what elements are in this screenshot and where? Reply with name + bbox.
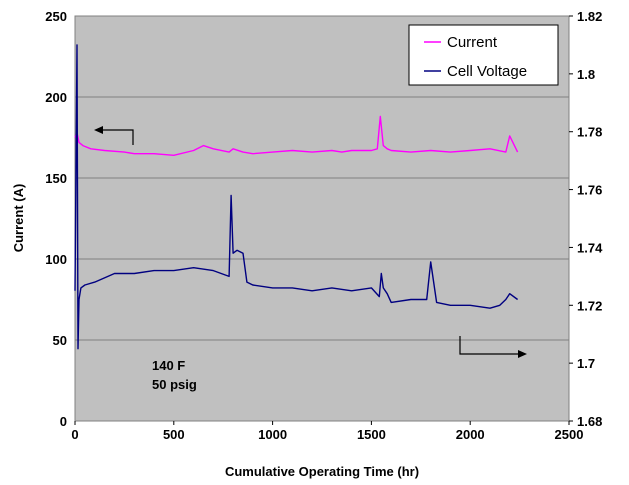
y2-tick-label: 1.82 bbox=[577, 9, 602, 24]
legend-label-current: Current bbox=[447, 34, 498, 51]
y-tick-label: 150 bbox=[45, 171, 67, 186]
x-tick-label: 500 bbox=[163, 427, 185, 442]
y2-tick-label: 1.74 bbox=[577, 240, 603, 255]
y-tick-label: 100 bbox=[45, 252, 67, 267]
y-tick-label: 200 bbox=[45, 90, 67, 105]
series-line-cell-voltage bbox=[74, 44, 519, 350]
y-tick-label: 250 bbox=[45, 9, 67, 24]
series-line-current bbox=[74, 115, 519, 157]
series-layer bbox=[74, 44, 519, 350]
left-axis-arrow bbox=[94, 126, 134, 145]
y2-tick-label: 1.78 bbox=[577, 125, 602, 140]
gridlines bbox=[75, 96, 569, 341]
legend: Current Cell Voltage bbox=[408, 24, 559, 86]
y-tick-label: 0 bbox=[60, 414, 67, 429]
x-axis-title: Cumulative Operating Time (hr) bbox=[225, 464, 419, 479]
conditions-line-1: 140 F bbox=[152, 358, 185, 373]
x-tick-label: 1000 bbox=[258, 427, 287, 442]
legend-box bbox=[408, 24, 559, 86]
y2-tick-label: 1.7 bbox=[577, 356, 595, 371]
y2-tick-label: 1.76 bbox=[577, 183, 602, 198]
y2-tick-label: 1.72 bbox=[577, 298, 602, 313]
x-tick-label: 2500 bbox=[555, 427, 584, 442]
right-axis-arrow bbox=[459, 336, 527, 358]
legend-label-cell-voltage: Cell Voltage bbox=[447, 63, 527, 80]
x-tick-label: 0 bbox=[71, 427, 78, 442]
y-tick-label: 50 bbox=[53, 333, 67, 348]
conditions-line-2: 50 psig bbox=[152, 377, 197, 392]
y2-tick-label: 1.68 bbox=[577, 414, 602, 429]
y2-tick-label: 1.8 bbox=[577, 67, 595, 82]
conditions-annotation: 140 F 50 psig bbox=[152, 358, 197, 392]
x-tick-label: 1500 bbox=[357, 427, 386, 442]
axes: 0 50 100 150 200 250 1.68 1.7 1.72 1.74 1.76 1.78 1.… bbox=[45, 9, 603, 442]
y-axis-title: Current (A) bbox=[11, 184, 26, 253]
x-tick-label: 2000 bbox=[456, 427, 485, 442]
